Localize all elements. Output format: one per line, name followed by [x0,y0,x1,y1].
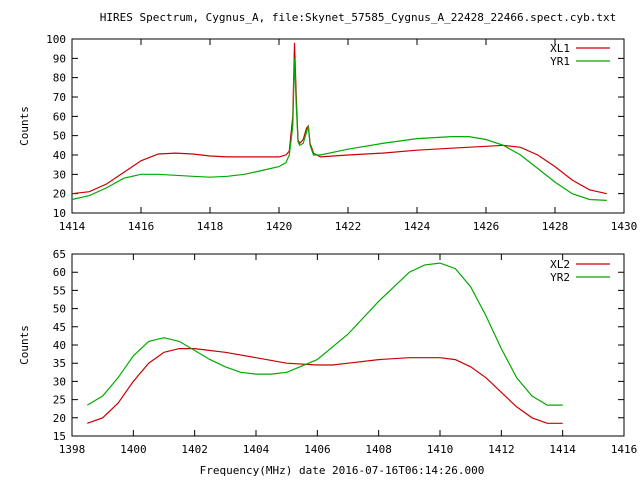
legend-label-yr1: YR1 [550,55,570,68]
legend-label-xl1: XL1 [550,42,570,55]
x-tick-label: 1398 [59,443,86,456]
y-tick-label: 40 [53,339,66,352]
y-tick-label: 30 [53,375,66,388]
y-tick-label: 20 [53,412,66,425]
y-tick-label: 55 [53,284,66,297]
x-tick-label: 1430 [611,220,638,233]
legend-label-yr2: YR2 [550,271,570,284]
x-tick-label: 1418 [197,220,224,233]
x-tick-label: 1426 [473,220,500,233]
series-line-xl2 [87,348,563,424]
y-tick-label: 70 [53,91,66,104]
x-axis-label: Frequency(MHz) date 2016-07-16T06:14:26.… [200,464,485,477]
y-tick-label: 60 [53,110,66,123]
y-tick-label: 90 [53,52,66,65]
y-tick-label: 10 [53,207,66,220]
series-line-yr1 [71,58,607,201]
y-tick-label: 40 [53,149,66,162]
y-tick-label: 20 [53,188,66,201]
plot-frame [71,38,625,214]
legend-label-xl2: XL2 [550,258,570,271]
series-line-xl1 [71,42,607,195]
y-tick-label: 30 [53,168,66,181]
x-tick-label: 1428 [542,220,569,233]
x-tick-label: 1402 [181,443,208,456]
x-tick-label: 1420 [266,220,293,233]
x-tick-label: 1416 [611,443,638,456]
y-tick-label: 15 [53,430,66,443]
series-line-yr2 [86,262,563,406]
x-tick-label: 1424 [404,220,431,233]
x-tick-label: 1416 [128,220,155,233]
plot-frame [71,253,625,437]
y-tick-label: 60 [53,266,66,279]
x-tick-label: 1404 [243,443,270,456]
y-tick-label: 80 [53,72,66,85]
y-tick-label: 50 [53,130,66,143]
y-axis-label: Counts [18,106,31,146]
x-tick-label: 1400 [120,443,147,456]
x-tick-label: 1410 [427,443,454,456]
y-axis-label: Counts [18,325,31,365]
y-tick-label: 65 [53,248,66,261]
y-tick-label: 45 [53,321,66,334]
y-tick-label: 50 [53,303,66,316]
x-tick-label: 1408 [365,443,392,456]
x-tick-label: 1422 [335,220,362,233]
y-tick-label: 100 [46,33,66,46]
top-panel: 10 20 30 40 50 60 70 80 90 100 1414 1416 1418 1420 142… [18,33,637,233]
chart-title: HIRES Spectrum, Cygnus_A, file:Skynet_57… [100,11,617,24]
x-tick-label: 1412 [488,443,515,456]
x-tick-label: 1414 [549,443,576,456]
y-tick-label: 25 [53,394,66,407]
bottom-panel: 15 20 25 30 35 40 45 50 55 60 65 1398 1400 1402 1404 14… [18,248,637,456]
x-tick-label: 1414 [59,220,86,233]
y-tick-label: 35 [53,357,66,370]
x-tick-label: 1406 [304,443,331,456]
